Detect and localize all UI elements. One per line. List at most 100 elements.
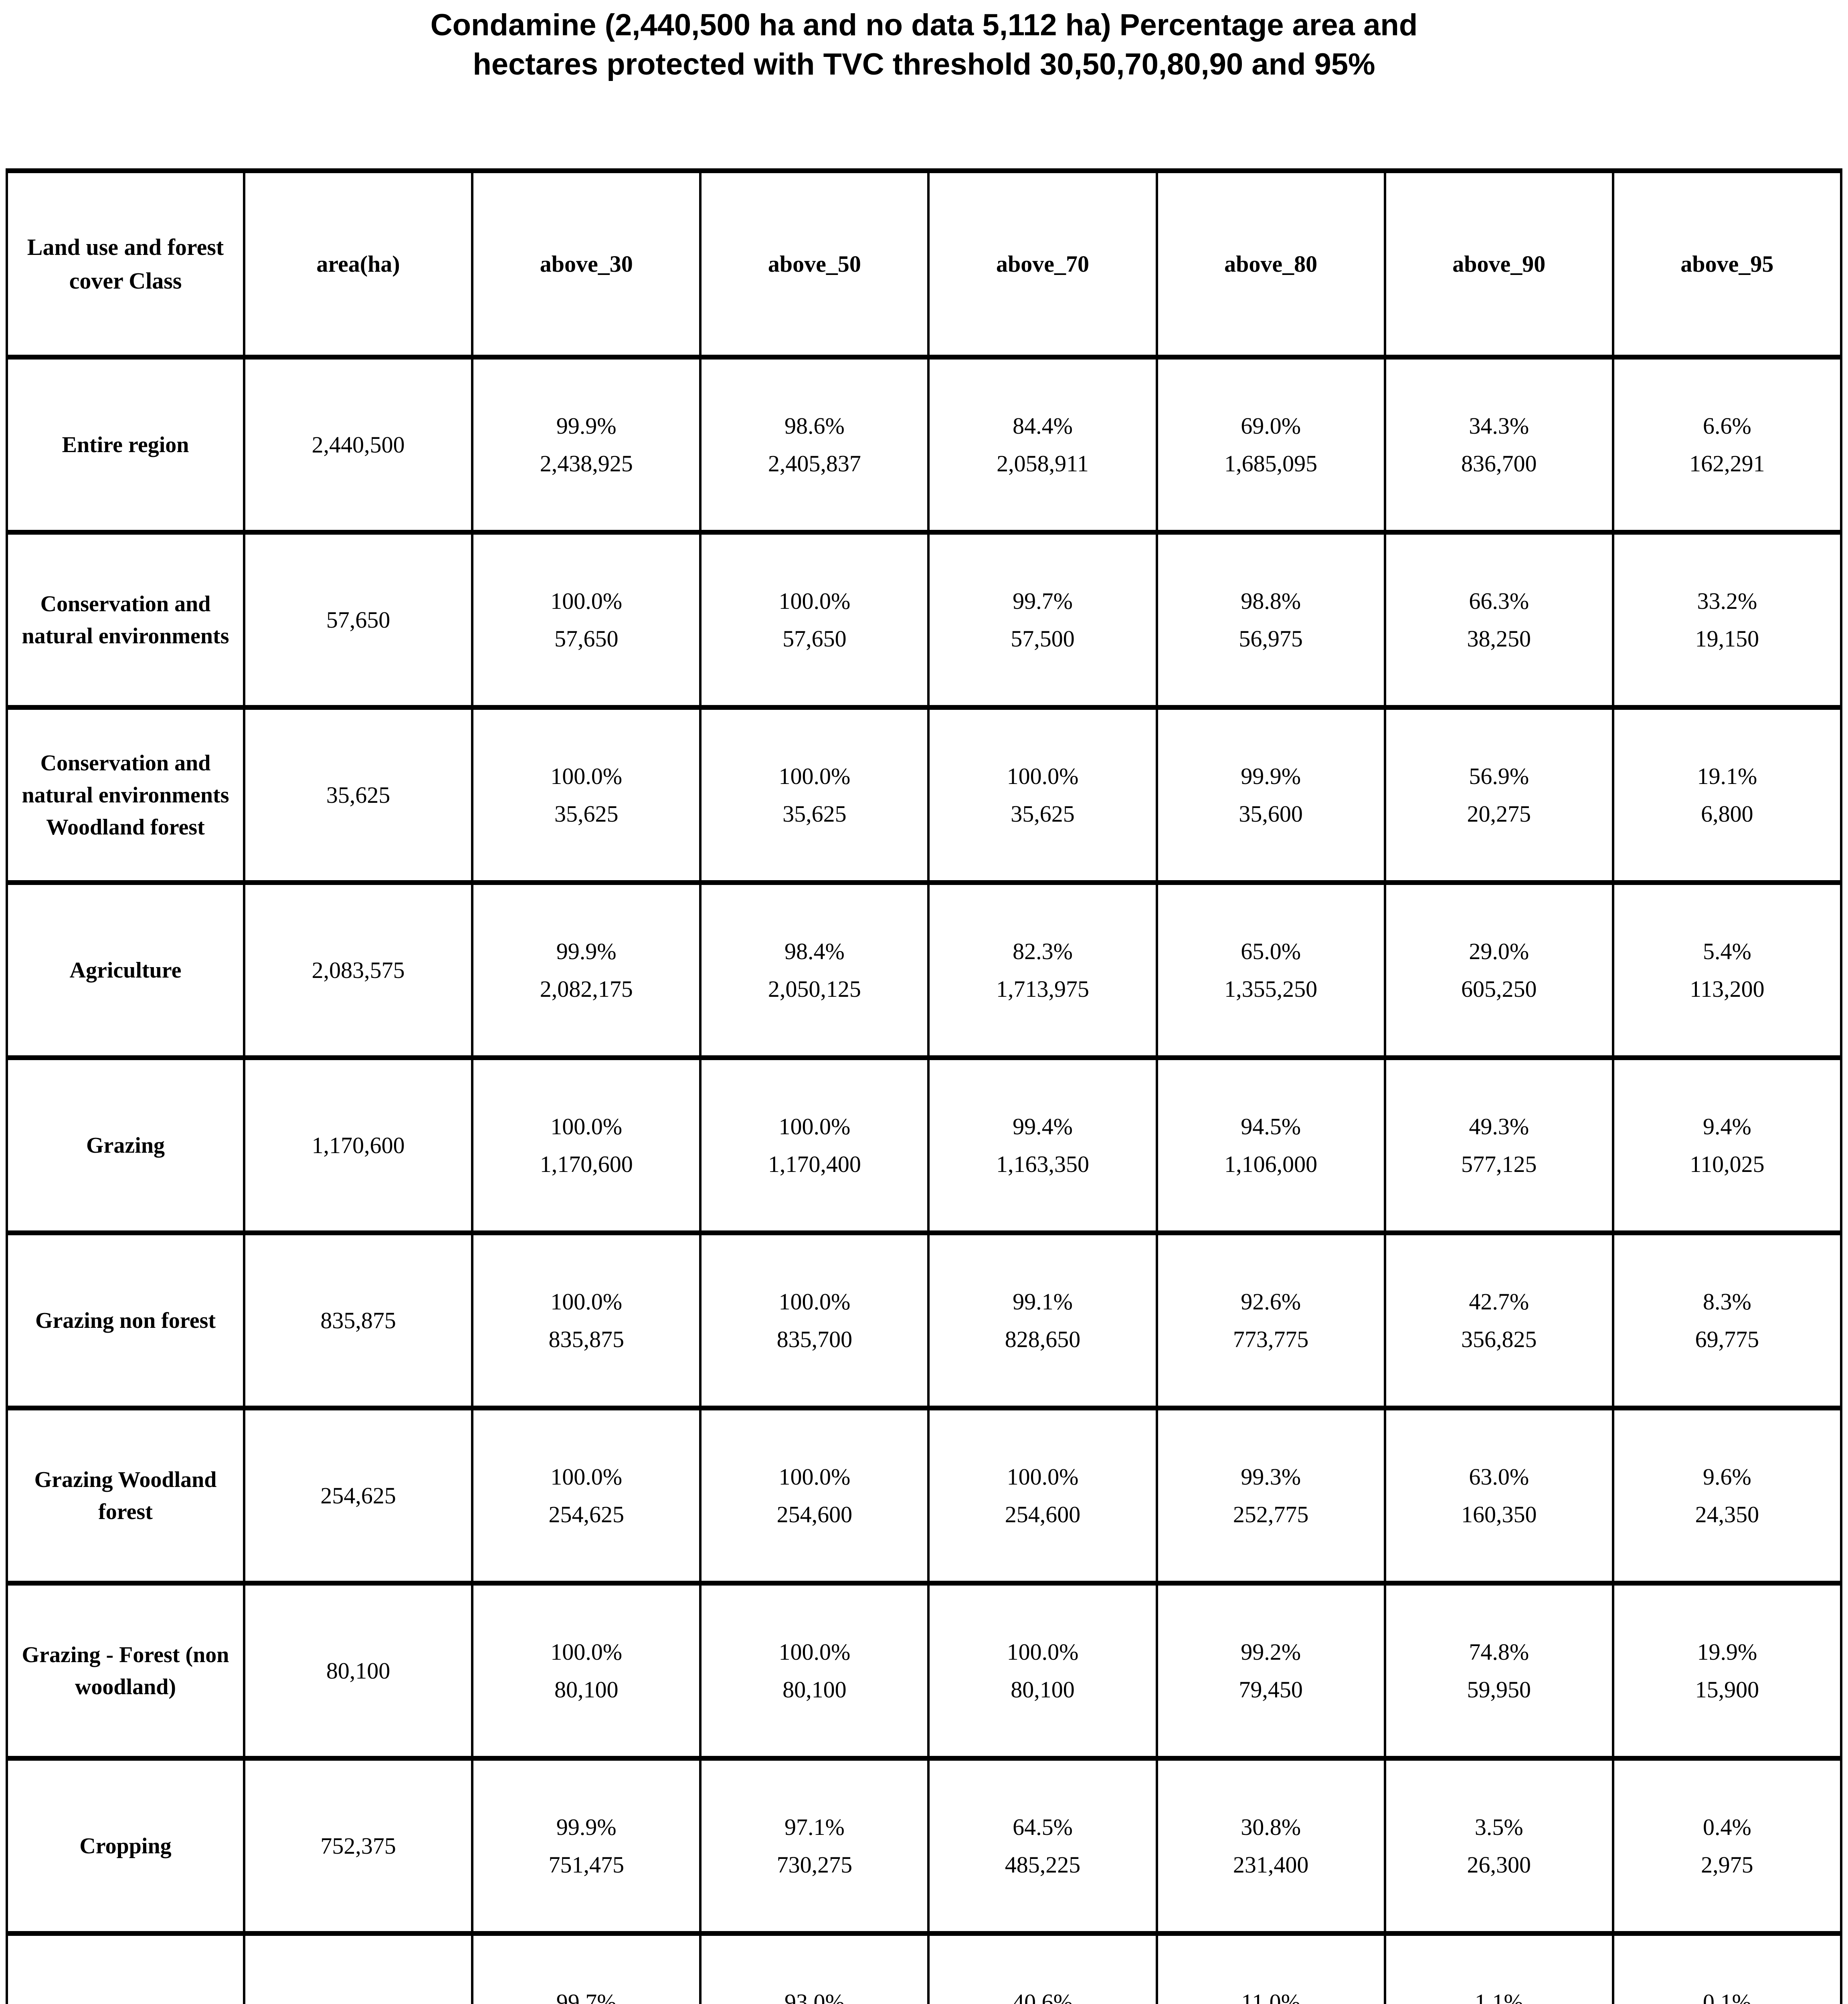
ha-value: 35,625: [554, 800, 619, 827]
pct-cell: 100.0% 80,100: [927, 1581, 1158, 1761]
area-cell: 2,440,500: [243, 355, 474, 535]
ha-value: 57,500: [1011, 625, 1075, 652]
column-header-above70: above_70: [927, 168, 1158, 360]
pct-value: 56.9%: [1469, 763, 1529, 789]
pct-cell: 93.0% 149,175: [699, 1931, 930, 2004]
column-header-above50: above_50: [699, 168, 930, 360]
pct-cell: 99.9% 2,082,175: [471, 880, 702, 1060]
table-row: Irrigation 160,325 99.7% 159,825 93.0% 1…: [6, 1931, 1843, 2004]
ha-value: 20,275: [1467, 800, 1531, 827]
table-row: Grazing 1,170,600 100.0% 1,170,600 100.0…: [6, 1055, 1843, 1235]
column-header-class: Land use and forest cover Class: [6, 168, 245, 360]
pct-value: 9.6%: [1703, 1463, 1751, 1490]
pct-value: 100.0%: [778, 1113, 851, 1139]
ha-value: 35,600: [1239, 800, 1303, 827]
pct-value: 100.0%: [778, 1288, 851, 1315]
pct-value: 29.0%: [1469, 938, 1529, 964]
pct-cell: 100.0% 1,170,600: [471, 1055, 702, 1235]
row-label: Conservation and natural environments: [6, 530, 245, 710]
pct-value: 98.6%: [784, 412, 845, 439]
pct-value: 34.3%: [1469, 412, 1529, 439]
ha-value: 24,350: [1695, 1501, 1759, 1527]
ha-value: 605,250: [1461, 976, 1537, 1002]
pct-value: 64.5%: [1013, 1814, 1073, 1840]
ha-value: 252,775: [1233, 1501, 1309, 1527]
pct-cell: 100.0% 57,650: [471, 530, 702, 710]
pct-cell: 9.6% 24,350: [1611, 1406, 1843, 1586]
pct-cell: 94.5% 1,106,000: [1155, 1055, 1386, 1235]
pct-cell: 19.1% 6,800: [1611, 705, 1843, 885]
row-label: Conservation and natural environments Wo…: [6, 705, 245, 885]
pct-cell: 100.0% 1,170,400: [699, 1055, 930, 1235]
table-row: Grazing non forest 835,875 100.0% 835,87…: [6, 1230, 1843, 1410]
pct-value: 40.6%: [1013, 1989, 1073, 2004]
pct-value: 19.9%: [1697, 1638, 1757, 1665]
ha-value: 485,225: [1005, 1851, 1081, 1878]
pct-value: 97.1%: [784, 1814, 845, 1840]
ha-value: 35,625: [1011, 800, 1075, 827]
pct-cell: 1.1% 1,775: [1383, 1931, 1614, 2004]
ha-value: 19,150: [1695, 625, 1759, 652]
pct-cell: 99.9% 35,600: [1155, 705, 1386, 885]
pct-value: 99.1%: [1013, 1288, 1073, 1315]
pct-cell: 33.2% 19,150: [1611, 530, 1843, 710]
ha-value: 2,058,911: [997, 450, 1089, 477]
pct-cell: 63.0% 160,350: [1383, 1406, 1614, 1586]
ha-value: 2,405,837: [768, 450, 861, 477]
table-row: Agriculture 2,083,575 99.9% 2,082,175 98…: [6, 880, 1843, 1060]
column-header-above95: above_95: [1611, 168, 1843, 360]
pct-value: 99.9%: [556, 938, 617, 964]
pct-cell: 100.0% 835,875: [471, 1230, 702, 1410]
pct-cell: 42.7% 356,825: [1383, 1230, 1614, 1410]
ha-value: 2,438,925: [540, 450, 633, 477]
row-label: Grazing: [6, 1055, 245, 1235]
ha-value: 57,650: [554, 625, 619, 652]
row-label: Grazing Woodland forest: [6, 1406, 245, 1586]
page-title-line2: hectares protected with TVC threshold 30…: [473, 47, 1375, 81]
area-cell: 752,375: [243, 1756, 474, 1936]
pct-value: 100.0%: [550, 1288, 623, 1315]
pct-cell: 74.8% 59,950: [1383, 1581, 1614, 1761]
ha-value: 79,450: [1239, 1676, 1303, 1703]
pct-value: 8.3%: [1703, 1288, 1751, 1315]
pct-cell: 100.0% 254,625: [471, 1406, 702, 1586]
pct-value: 0.4%: [1703, 1814, 1751, 1840]
pct-value: 42.7%: [1469, 1288, 1529, 1315]
ha-value: 1,713,975: [996, 976, 1089, 1002]
pct-value: 99.7%: [556, 1989, 617, 2004]
pct-value: 74.8%: [1469, 1638, 1529, 1665]
ha-value: 80,100: [554, 1676, 619, 1703]
ha-value: 231,400: [1233, 1851, 1309, 1878]
pct-cell: 97.1% 730,275: [699, 1756, 930, 1936]
pct-value: 66.3%: [1469, 588, 1529, 614]
pct-cell: 3.5% 26,300: [1383, 1756, 1614, 1936]
pct-value: 65.0%: [1241, 938, 1301, 964]
pct-cell: 99.9% 751,475: [471, 1756, 702, 1936]
ha-value: 56,975: [1239, 625, 1303, 652]
pct-cell: 56.9% 20,275: [1383, 705, 1614, 885]
area-cell: 160,325: [243, 1931, 474, 2004]
pct-cell: 40.6% 65,150: [927, 1931, 1158, 2004]
row-label: Entire region: [6, 355, 245, 535]
ha-value: 773,775: [1233, 1326, 1309, 1352]
pct-value: 19.1%: [1697, 763, 1757, 789]
pct-value: 100.0%: [550, 1113, 623, 1139]
pct-cell: 34.3% 836,700: [1383, 355, 1614, 535]
table-header-row: Land use and forest cover Class area(ha)…: [6, 168, 1843, 360]
ha-value: 730,275: [776, 1851, 853, 1878]
pct-cell: 98.6% 2,405,837: [699, 355, 930, 535]
pct-value: 5.4%: [1703, 938, 1751, 964]
pct-value: 98.8%: [1241, 588, 1301, 614]
ha-value: 254,600: [776, 1501, 853, 1527]
pct-value: 30.8%: [1241, 1814, 1301, 1840]
pct-cell: 5.4% 113,200: [1611, 880, 1843, 1060]
pct-cell: 100.0% 35,625: [699, 705, 930, 885]
ha-value: 1,163,350: [996, 1151, 1089, 1177]
pct-value: 100.0%: [778, 588, 851, 614]
area-cell: 80,100: [243, 1581, 474, 1761]
ha-value: 57,650: [782, 625, 847, 652]
pct-value: 92.6%: [1241, 1288, 1301, 1315]
ha-value: 110,025: [1690, 1151, 1765, 1177]
ha-value: 69,775: [1695, 1326, 1759, 1352]
pct-cell: 66.3% 38,250: [1383, 530, 1614, 710]
